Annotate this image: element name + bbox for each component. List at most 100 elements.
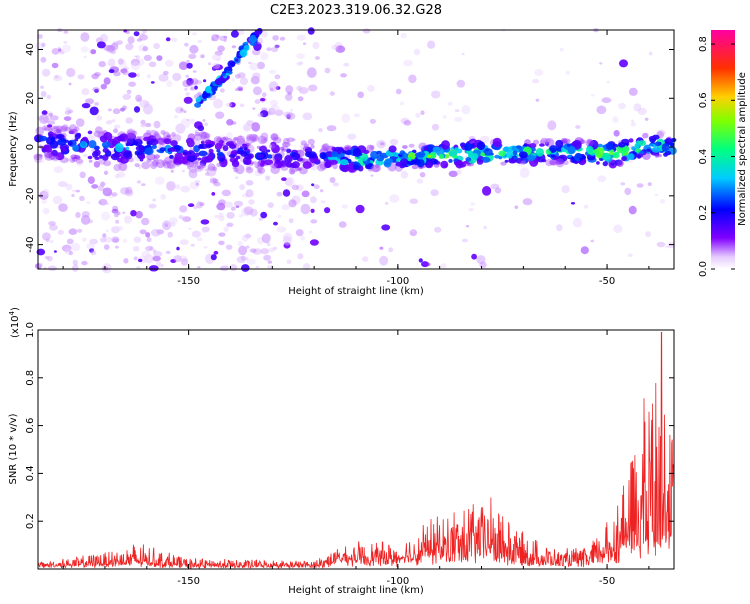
- heatmap-cell: [166, 134, 172, 138]
- heatmap-cell: [265, 175, 271, 181]
- heatmap-cell: [518, 151, 528, 159]
- heatmap-cell: [50, 125, 59, 132]
- heatmap-cell: [540, 139, 545, 145]
- heatmap-cell: [264, 137, 268, 142]
- heatmap-cell: [250, 139, 255, 144]
- heatmap-cell: [71, 193, 75, 198]
- heatmap-cell: [74, 263, 78, 267]
- heatmap-cell: [47, 265, 57, 272]
- heatmap-cell: [431, 123, 440, 131]
- heatmap-cell: [295, 229, 304, 237]
- heatmap-cell: [69, 157, 76, 164]
- heatmap-cell: [189, 118, 196, 124]
- heatmap-cell: [150, 81, 155, 84]
- heatmap-cell: [296, 53, 305, 59]
- heatmap-cell: [185, 74, 190, 78]
- heatmap-cell: [195, 97, 202, 103]
- heatmap-cell: [272, 136, 279, 141]
- heatmap-cell: [48, 112, 53, 117]
- heatmap-cell: [454, 109, 460, 112]
- heatmap-cell: [94, 102, 99, 106]
- heatmap-cell: [189, 181, 200, 190]
- heatmap-cell: [648, 135, 657, 141]
- heatmap-cell: [99, 237, 107, 243]
- heatmap-cell: [242, 143, 247, 147]
- heatmap-cell: [75, 158, 84, 164]
- heatmap-cell: [83, 55, 87, 59]
- heatmap-cell: [144, 254, 154, 264]
- heatmap-cell: [113, 41, 120, 46]
- heatmap-cell: [257, 135, 267, 145]
- heatmap-cell: [236, 256, 246, 264]
- heatmap-cell: [214, 142, 222, 150]
- heatmap-cell: [331, 44, 339, 50]
- heatmap-cell: [296, 61, 303, 66]
- heatmap-cell: [274, 109, 284, 116]
- heatmap-cell: [340, 73, 347, 78]
- heatmap-cell: [200, 131, 208, 139]
- heatmap-cell: [209, 177, 217, 184]
- heatmap-cell: [231, 139, 236, 143]
- heatmap-cell: [122, 93, 132, 100]
- heatmap-cell: [80, 46, 89, 53]
- heatmap-cell: [286, 114, 291, 119]
- heatmap-cell: [216, 151, 224, 157]
- heatmap-cell: [260, 98, 266, 102]
- heatmap-cell: [443, 164, 448, 168]
- heatmap-cell: [480, 135, 490, 143]
- heatmap-cell: [180, 118, 191, 129]
- heatmap-cell: [173, 156, 180, 163]
- heatmap-cell: [428, 160, 433, 165]
- heatmap-cell: [399, 101, 405, 106]
- heatmap-cell: [74, 126, 80, 132]
- heatmap-cell: [335, 45, 346, 53]
- heatmap-cell: [115, 245, 119, 249]
- heatmap-cell: [339, 159, 349, 166]
- heatmap-cell: [130, 61, 141, 71]
- heatmap-cell: [196, 201, 203, 209]
- heatmap-cell: [192, 70, 197, 73]
- heatmap-cell: [370, 174, 374, 177]
- heatmap-cell: [642, 152, 651, 160]
- heatmap-cell: [189, 44, 199, 54]
- heatmap-cell: [139, 229, 147, 235]
- heatmap-cell: [624, 187, 632, 196]
- heatmap-cell: [64, 110, 72, 115]
- heatmap-cell: [57, 229, 64, 235]
- heatmap-cell: [389, 138, 399, 146]
- heatmap-cell: [413, 48, 421, 56]
- heatmap-cell: [149, 138, 159, 146]
- heatmap-cell: [48, 152, 56, 160]
- heatmap-cell: [125, 30, 130, 34]
- heatmap-cell: [173, 255, 182, 263]
- heatmap-cell: [197, 157, 202, 161]
- heatmap-cell: [638, 140, 646, 147]
- heatmap-cell: [344, 146, 350, 150]
- heatmap-cell: [539, 143, 545, 147]
- heatmap-cell: [182, 151, 187, 156]
- heatmap-cell: [448, 150, 458, 157]
- heatmap-cell: [642, 132, 649, 139]
- heatmap-cell: [376, 154, 385, 162]
- heatmap-cell: [303, 143, 310, 149]
- heatmap-cell: [248, 61, 252, 64]
- heatmap-cell: [103, 236, 113, 243]
- x-tick-label: -100: [386, 276, 409, 287]
- heatmap-cell: [251, 122, 261, 132]
- heatmap-cell: [230, 206, 236, 211]
- heatmap-cell: [448, 170, 458, 177]
- heatmap-cell: [211, 54, 222, 61]
- heatmap-cell: [409, 198, 418, 204]
- heatmap-cell: [628, 87, 638, 96]
- heatmap-cell: [235, 205, 240, 208]
- colorbar-label: Normalized spectral amplitude: [737, 72, 748, 226]
- heatmap-cell: [111, 236, 120, 243]
- heatmap-cell: [135, 55, 140, 60]
- heatmap-cell: [200, 54, 205, 59]
- heatmap-cell: [120, 68, 128, 74]
- heatmap-cell: [181, 155, 187, 160]
- heatmap-cell: [160, 130, 166, 135]
- heatmap-cell: [139, 99, 150, 108]
- heatmap-cell: [362, 256, 369, 262]
- heatmap-cell: [198, 131, 207, 137]
